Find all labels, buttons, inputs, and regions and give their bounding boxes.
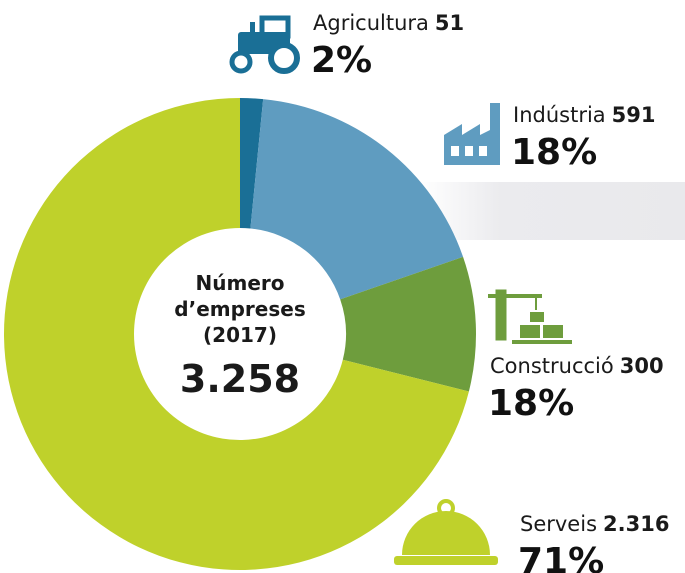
slice-label: Serveis 2.316 [520, 512, 669, 536]
band [420, 182, 685, 240]
category-name: Serveis [520, 512, 597, 536]
tractor-icon [229, 15, 300, 74]
cloche-icon [394, 499, 498, 565]
value-label: 300 [620, 354, 664, 378]
value-label: 2.316 [603, 512, 669, 536]
center-title: Número [196, 271, 285, 295]
category-name: Agricultura [313, 11, 429, 35]
center-title: d’empreses [174, 297, 305, 321]
total-label: 3.258 [180, 357, 300, 401]
slice-label: Indústria 591 [513, 103, 656, 127]
slice-label: Agricultura 51 [313, 11, 464, 35]
slice [250, 99, 464, 300]
slice-label: Construcció 300 [490, 354, 664, 378]
value-label: 591 [612, 103, 656, 127]
category-name: Indústria [513, 103, 606, 127]
factory-icon [444, 103, 500, 165]
percent-label: 71% [518, 541, 604, 573]
slice [3, 98, 469, 570]
donut [3, 98, 477, 570]
value-label: 51 [435, 11, 464, 35]
center-title: (2017) [203, 323, 277, 347]
crane-icon [488, 289, 572, 344]
slice [240, 98, 264, 229]
category-name: Construcció [490, 354, 614, 378]
slice [340, 256, 477, 392]
percent-label: 2% [311, 40, 372, 81]
percent-label: 18% [488, 383, 574, 424]
percent-label: 18% [511, 132, 597, 173]
